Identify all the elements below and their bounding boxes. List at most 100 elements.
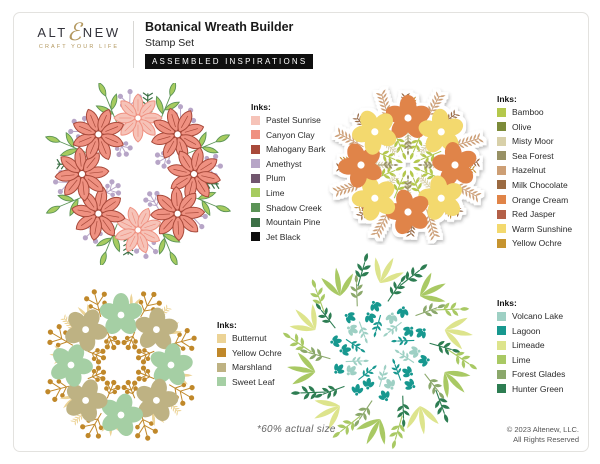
ink-row: Forest Glades (497, 369, 565, 379)
ink-row: Lagoon (497, 326, 565, 336)
ink-swatch (251, 232, 260, 242)
ink-swatch (217, 348, 226, 358)
logo-text-end: NEW (82, 24, 121, 40)
logo-text-start: ALT (37, 24, 68, 40)
page-title: Botanical Wreath Builder (145, 20, 294, 34)
ink-name: Misty Moor (512, 136, 554, 147)
ink-name: Yellow Ochre (232, 347, 282, 358)
copyright-line-2: All Rights Reserved (513, 435, 579, 445)
ink-row: Red Jasper (497, 209, 572, 219)
ink-swatch (251, 203, 260, 213)
inks-heading: Inks: (217, 320, 237, 330)
ink-name: Hazelnut (512, 165, 546, 176)
wreath-autumn-sticker-illustration (332, 89, 484, 241)
ink-name: Lime (266, 187, 285, 198)
ink-name: Butternut (232, 333, 267, 343)
ink-swatch (497, 384, 506, 394)
ink-swatch (497, 107, 506, 117)
ink-name: Olive (512, 121, 532, 132)
ink-list-wreath-4: Inks: Volcano Lake Lagoon Limeade Lime Forest… (497, 298, 565, 399)
ink-row: Hunter Green (497, 384, 565, 394)
ink-name: Yellow Ochre (512, 238, 562, 249)
ink-name: Sea Forest (512, 150, 554, 161)
ink-row: Canyon Clay (251, 130, 326, 140)
ink-name: Bamboo (512, 107, 544, 117)
ink-swatch (497, 151, 506, 161)
ink-name: Plum (266, 173, 286, 184)
copyright-notice: © 2023 Altenew, LLC. All Rights Reserved (507, 425, 579, 445)
ink-row: Mountain Pine (251, 217, 326, 227)
ink-swatch (497, 369, 506, 379)
ink-swatch (497, 195, 506, 205)
ink-swatch (251, 188, 260, 198)
ink-row: Yellow Ochre (217, 348, 282, 358)
ink-name: Forest Glades (512, 369, 566, 380)
ink-name: Jet Black (266, 231, 301, 242)
ink-swatch (497, 122, 506, 132)
ink-swatch (497, 326, 506, 336)
ink-name: Limeade (512, 340, 545, 351)
ink-name: Marshland (232, 362, 272, 373)
inks-heading: Inks: (497, 298, 517, 308)
ink-swatch (497, 355, 506, 365)
altenew-logo: ALT ℰ NEW CRAFT YOUR LIFE (26, 18, 132, 50)
product-sheet-card: ALT ℰ NEW CRAFT YOUR LIFE Botanical Wrea… (13, 12, 589, 452)
ink-row: Mahogany Bark (251, 144, 326, 154)
ink-swatch (217, 377, 226, 387)
ink-row: Amethyst (251, 159, 326, 169)
ink-row: Marshland (217, 362, 282, 372)
logo-script-e-glyph: ℰ (66, 18, 84, 46)
ink-row: Lime (251, 188, 326, 198)
ink-row: Sea Forest (497, 151, 572, 161)
ink-swatch (251, 115, 260, 125)
ink-row: Orange Cream (497, 195, 572, 205)
ink-name: Red Jasper (512, 209, 556, 220)
ink-swatch (497, 238, 506, 248)
ink-row: Shadow Creek (251, 203, 326, 213)
ink-list-wreath-1: Inks: Pastel Sunrise Canyon Clay Mahogany B… (251, 102, 326, 246)
ink-name: Amethyst (266, 158, 302, 169)
ink-swatch (251, 159, 260, 169)
ink-row: Lime (497, 355, 565, 365)
ink-name: Orange Cream (512, 194, 569, 205)
ink-row: Misty Moor (497, 136, 572, 146)
inks-heading: Inks: (497, 94, 517, 104)
ink-name: Warm Sunshine (512, 223, 573, 234)
ink-name: Milk Chocolate (512, 179, 568, 190)
ink-row: Warm Sunshine (497, 224, 572, 234)
collection-badge: ASSEMBLED INSPIRATIONS (145, 54, 314, 69)
ink-swatch (497, 311, 506, 321)
ink-name: Shadow Creek (266, 202, 322, 213)
header-divider (133, 21, 134, 68)
ink-swatch (217, 362, 226, 372)
ink-swatch (251, 144, 260, 154)
copyright-line-1: © 2023 Altenew, LLC. (506, 425, 579, 434)
ink-swatch (217, 333, 226, 343)
ink-name: Mahogany Bark (266, 144, 326, 155)
ink-row: Hazelnut (497, 165, 572, 175)
ink-row: Olive (497, 122, 572, 132)
scale-note: *60% actual size (257, 424, 336, 435)
ink-swatch (497, 136, 506, 146)
ink-row: Bamboo (497, 107, 572, 117)
ink-row: Volcano Lake (497, 311, 565, 321)
ink-row: Butternut (217, 333, 282, 343)
ink-row: Yellow Ochre (497, 238, 572, 248)
ink-name: Volcano Lake (512, 311, 564, 321)
product-type-label: Stamp Set (145, 37, 195, 49)
ink-name: Mountain Pine (266, 217, 321, 228)
ink-row: Jet Black (251, 232, 326, 242)
ink-name: Canyon Clay (266, 129, 315, 140)
ink-name: Sweet Leaf (232, 376, 275, 387)
ink-row: Limeade (497, 340, 565, 350)
ink-swatch (497, 165, 506, 175)
ink-row: Sweet Leaf (217, 377, 282, 387)
ink-swatch (251, 173, 260, 183)
ink-name: Lime (512, 354, 531, 365)
wreath-floral-pink-illustration (44, 83, 232, 265)
logo-wordmark: ALT ℰ NEW (26, 18, 132, 46)
ink-swatch (497, 340, 506, 350)
ink-swatch (251, 217, 260, 227)
ink-row: Milk Chocolate (497, 180, 572, 190)
ink-swatch (497, 224, 506, 234)
